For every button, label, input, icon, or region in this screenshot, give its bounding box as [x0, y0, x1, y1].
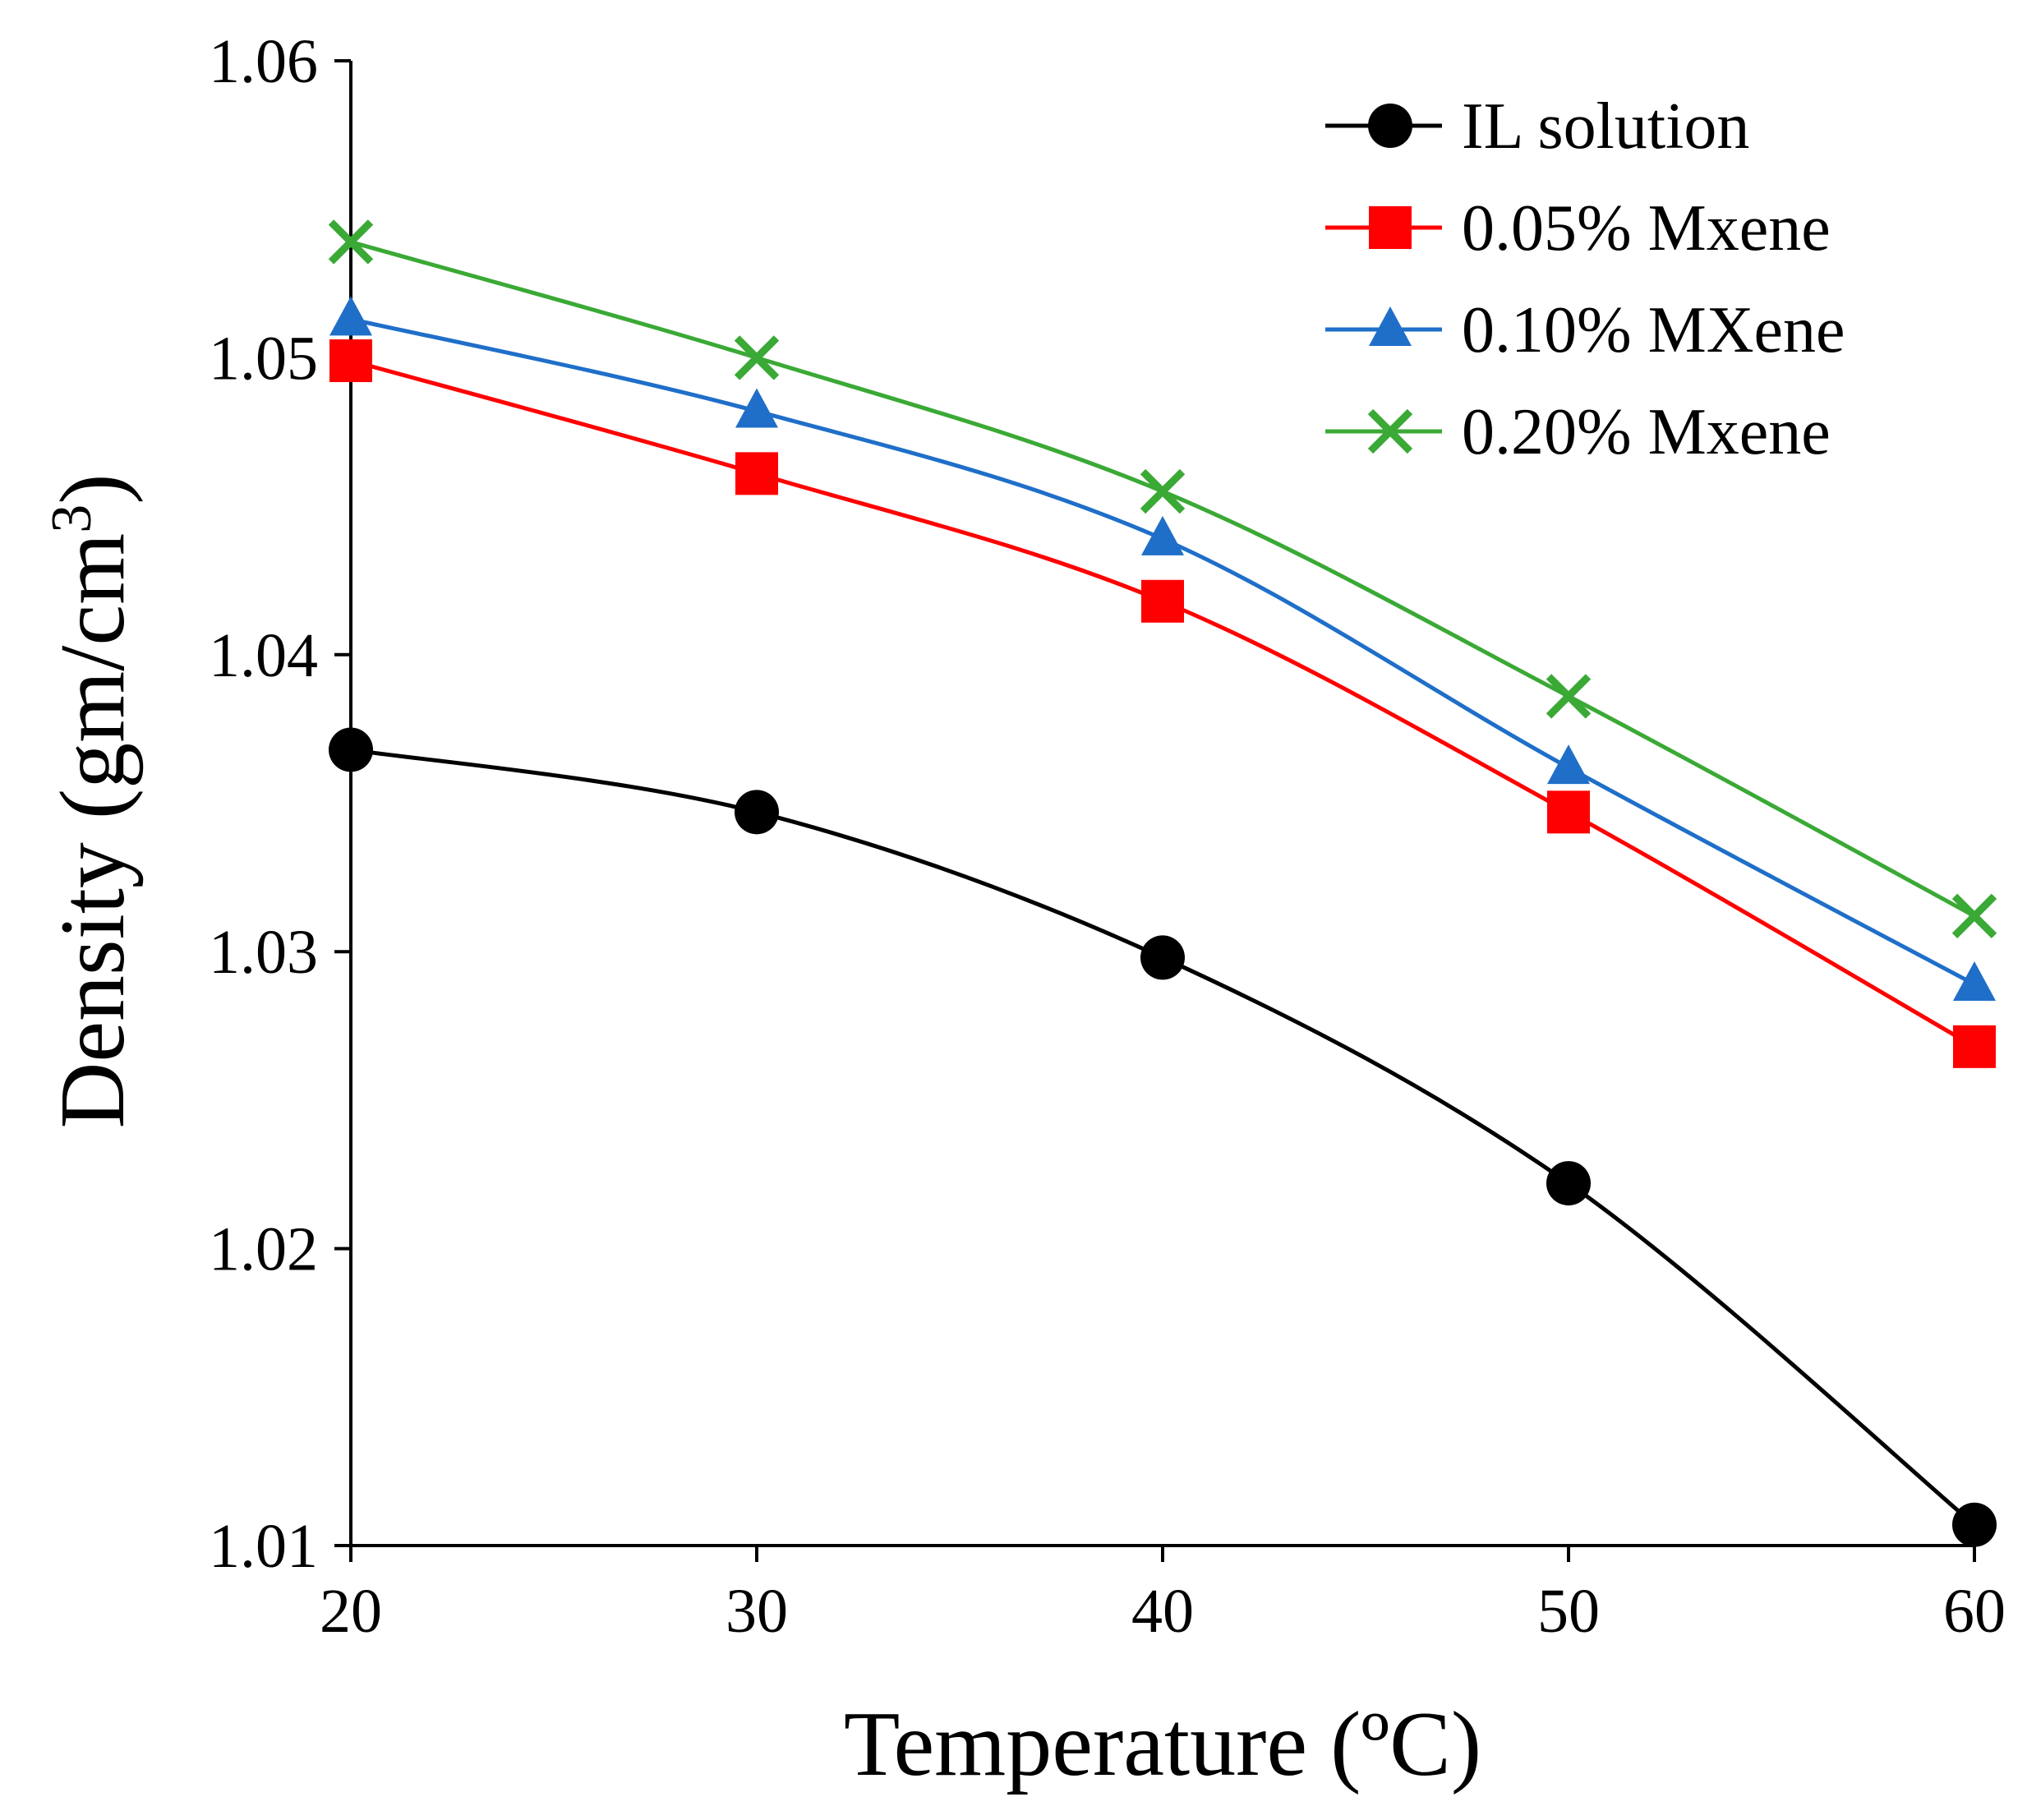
x-tick-label: 40 — [1131, 1577, 1194, 1646]
legend-item: 0.10% MXene — [1325, 294, 1845, 366]
square-marker — [735, 452, 778, 495]
legend-label: IL solution — [1462, 90, 1749, 163]
x-marker — [328, 219, 374, 265]
y-tick-label: 1.05 — [209, 324, 318, 393]
x-marker-stroke — [1367, 408, 1413, 454]
x-marker-stroke — [1140, 468, 1186, 514]
y-axis-label: Density (gm/cm3) — [40, 473, 144, 1128]
y-tick-label: 1.06 — [209, 27, 318, 96]
triangle-marker — [1369, 306, 1412, 346]
legend-item: 0.20% Mxene — [1325, 396, 1831, 468]
x-marker — [1367, 408, 1413, 454]
triangle-marker — [1953, 961, 1996, 1001]
square-marker — [329, 339, 372, 383]
series-il-solution — [329, 727, 1997, 1547]
circle-marker — [1140, 935, 1185, 980]
y-tick-label: 1.01 — [209, 1512, 318, 1581]
y-tick-label: 1.03 — [209, 918, 318, 987]
legend-label: 0.10% MXene — [1462, 294, 1845, 366]
triangle-marker — [1141, 515, 1184, 555]
x-axis-label: Temperature (ºC) — [844, 1693, 1481, 1795]
triangle-marker — [329, 296, 372, 336]
series-0-05-mxene — [329, 339, 1996, 1068]
circle-marker — [1546, 1161, 1591, 1206]
legend-item: 0.05% Mxene — [1325, 192, 1831, 265]
x-marker-stroke — [328, 219, 374, 265]
circle-marker — [1368, 104, 1412, 148]
x-marker — [1546, 674, 1592, 719]
x-marker-stroke — [734, 335, 780, 380]
square-marker — [1547, 790, 1590, 834]
y-tick-label: 1.02 — [209, 1215, 318, 1284]
x-tick-label: 60 — [1943, 1577, 2006, 1646]
x-tick-label: 50 — [1537, 1577, 1600, 1646]
triangle-marker — [1547, 744, 1590, 785]
square-marker — [1141, 579, 1184, 623]
series-group — [328, 219, 1997, 1547]
circle-marker — [1952, 1502, 1997, 1547]
legend-label: 0.05% Mxene — [1462, 192, 1831, 265]
triangle-marker — [735, 388, 778, 428]
axes: 20 30 40 50 60 1.01 1.02 1.03 1.04 1.05 1.06 — [209, 27, 2006, 1646]
circle-marker — [329, 727, 373, 772]
circle-marker — [735, 790, 779, 835]
series-0-20-mxene — [328, 219, 1997, 939]
series-0-10-mxene — [329, 296, 1996, 1001]
legend: IL solution 0.05% Mxene 0.10% MXene 0.20% M… — [1325, 90, 1845, 468]
x-marker-stroke — [1951, 893, 1997, 939]
legend-item: IL solution — [1325, 90, 1749, 163]
square-marker — [1953, 1025, 1996, 1068]
x-tick-label: 30 — [726, 1577, 788, 1646]
x-marker-stroke — [1546, 674, 1592, 719]
x-marker — [734, 335, 780, 380]
x-marker — [1951, 893, 1997, 939]
y-tick-label: 1.04 — [209, 621, 318, 690]
square-marker — [1369, 206, 1412, 249]
series-line — [350, 747, 1976, 1527]
x-tick-label: 20 — [320, 1577, 382, 1646]
x-marker — [1140, 468, 1186, 514]
legend-label: 0.20% Mxene — [1462, 396, 1831, 468]
